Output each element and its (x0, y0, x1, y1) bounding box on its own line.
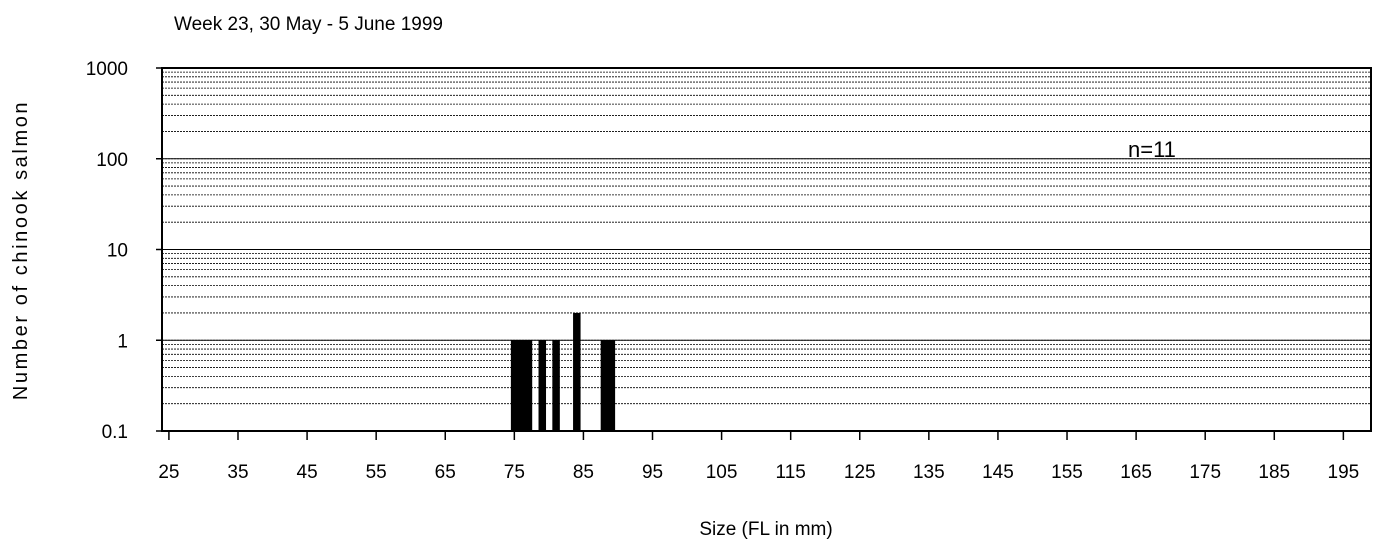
x-tick-label: 155 (1051, 462, 1083, 483)
x-tick-label: 25 (158, 462, 179, 483)
bar (538, 340, 547, 431)
x-tick-label: 55 (366, 462, 387, 483)
x-tick-label: 65 (435, 462, 456, 483)
bar (524, 340, 533, 431)
y-tick-label: 1 (117, 331, 128, 352)
x-tick-label: 125 (844, 462, 876, 483)
y-tick-label: 100 (96, 150, 128, 171)
y-tick-label: 1000 (86, 59, 128, 80)
gridlines (162, 67, 1371, 405)
x-tick-label: 75 (504, 462, 525, 483)
x-tick-label: 45 (297, 462, 318, 483)
y-axis-label: Number of chinook salmon (10, 100, 32, 400)
chart-title: Week 23, 30 May - 5 June 1999 (174, 14, 443, 35)
x-axis-label: Size (FL in mm) (699, 519, 832, 540)
x-axis: 25 35 45 55 65 75 85 95 105 115 125 135 145 155 165 175… (158, 432, 1359, 483)
bars (510, 312, 616, 431)
bar (552, 340, 560, 431)
x-tick-label: 195 (1328, 462, 1360, 483)
y-tick-label: 0.1 (102, 422, 128, 443)
x-tick-label: 145 (982, 462, 1014, 483)
bar (573, 312, 581, 431)
bar (510, 340, 519, 431)
x-tick-label: 185 (1258, 462, 1290, 483)
x-tick-label: 135 (913, 462, 945, 483)
bar (600, 340, 609, 431)
bar (517, 340, 526, 431)
x-tick-label: 95 (642, 462, 663, 483)
y-axis: 0.1 1 10 100 1000 (86, 59, 162, 443)
x-tick-label: 165 (1120, 462, 1152, 483)
y-tick-label: 10 (107, 241, 128, 262)
sample-size-annotation: n=11 (1128, 137, 1176, 162)
x-tick-label: 115 (776, 462, 806, 483)
x-tick-label: 85 (573, 462, 594, 483)
x-tick-label: 105 (706, 462, 738, 483)
x-tick-label: 175 (1189, 462, 1221, 483)
bar (607, 340, 616, 431)
x-tick-label: 35 (227, 462, 248, 483)
